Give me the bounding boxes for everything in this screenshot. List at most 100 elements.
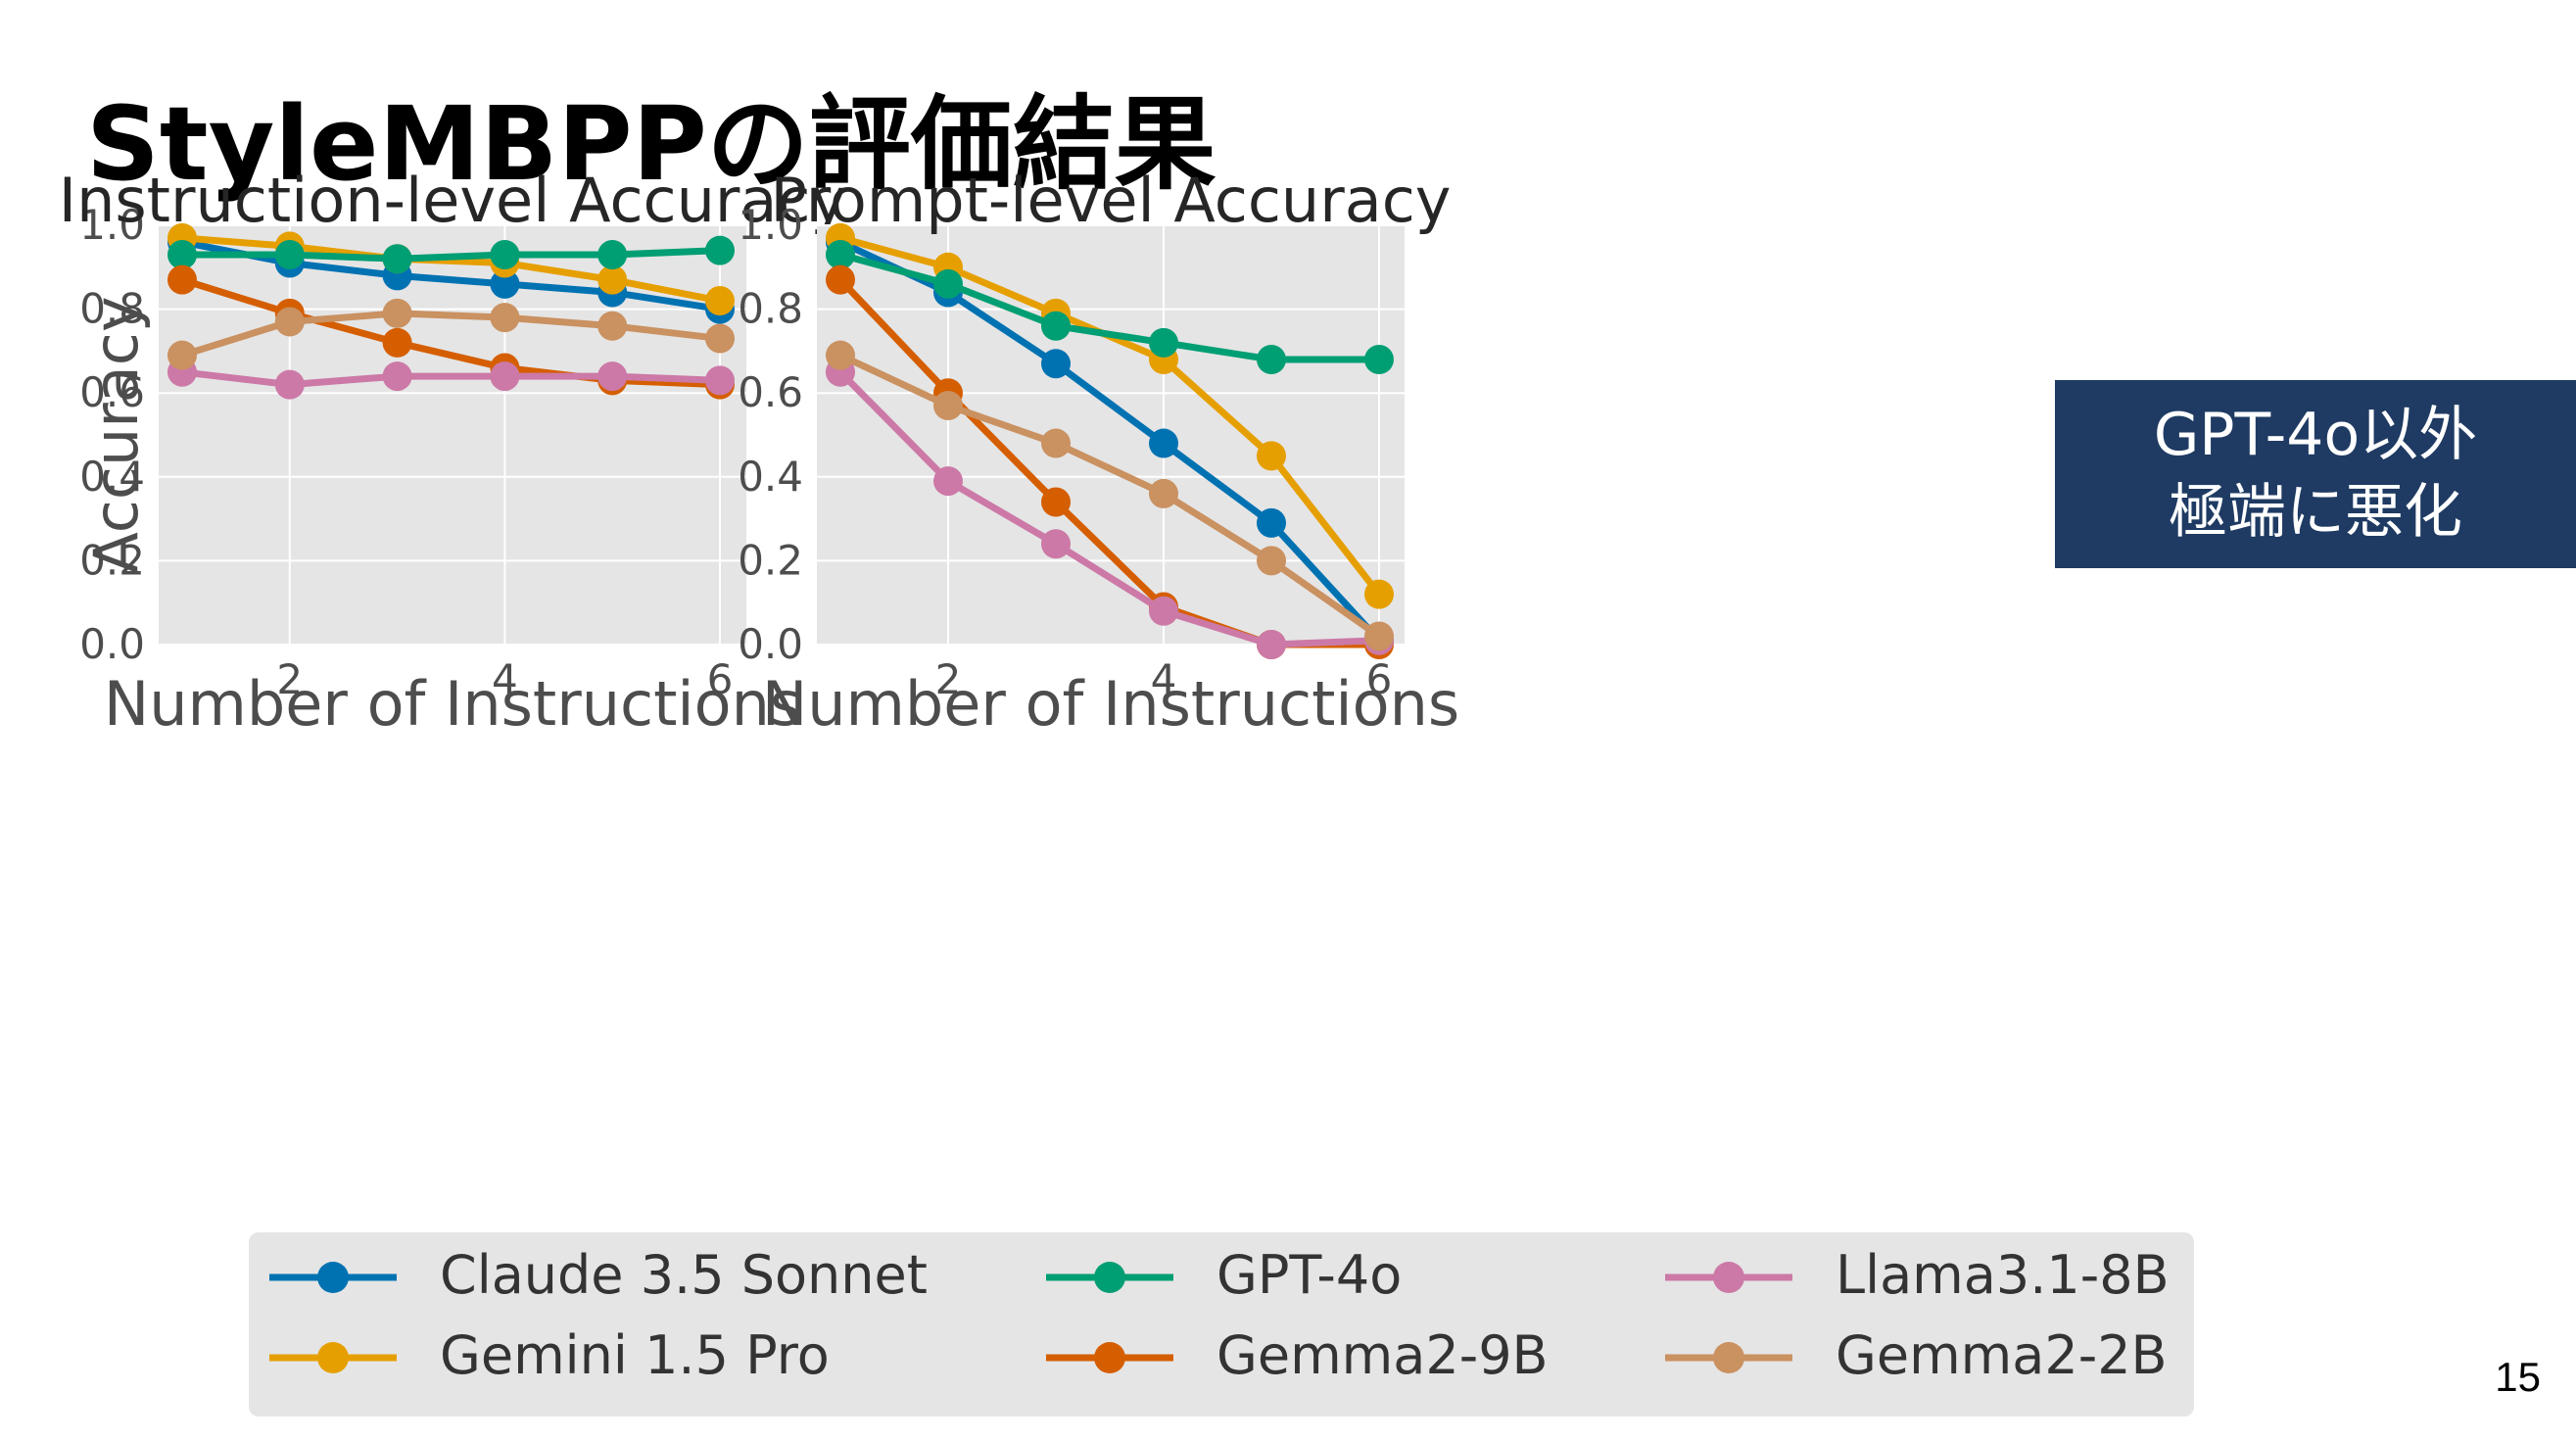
legend-label: Gemma2-9B (1216, 1324, 1549, 1386)
y-tick-label: 1.0 (738, 201, 803, 249)
y-tick-label: 0.4 (738, 453, 803, 501)
series-line (181, 368, 721, 389)
legend-marker (317, 1262, 349, 1293)
data-point (1149, 428, 1178, 458)
legend-entry: GPT-4o (1046, 1244, 1402, 1306)
data-point (1041, 349, 1071, 379)
legend: Claude 3.5 Sonnet GPT-4o Llama3.1-8B Gemini… (249, 1232, 2194, 1416)
data-point (1364, 621, 1394, 651)
legend-label: Gemma2-2B (1836, 1324, 2168, 1386)
legend-label: Llama3.1-8B (1836, 1244, 2170, 1306)
data-point (1364, 579, 1394, 609)
data-point (1257, 546, 1286, 576)
legend-entry: Llama3.1-8B (1665, 1244, 2170, 1306)
data-point (1257, 441, 1286, 471)
legend-label: Claude 3.5 Sonnet (440, 1244, 928, 1306)
data-point (1257, 507, 1286, 538)
y-axis-label: Accuracy (80, 296, 152, 573)
x-axis-label: Number of Instructions (762, 668, 1459, 740)
data-point (826, 264, 855, 295)
y-tick-label: 0.2 (738, 536, 803, 584)
data-point (705, 365, 735, 396)
data-point (382, 244, 412, 274)
data-point (490, 303, 520, 333)
legend-marker (1094, 1262, 1125, 1293)
legend-marker (1713, 1342, 1744, 1373)
data-point (705, 323, 735, 354)
chart-2: 0.0 0.2 0.4 0.6 0.8 1.0 2 4 6 Prompt-level Accura… (738, 165, 1459, 740)
data-point (597, 361, 628, 392)
data-point (490, 361, 520, 392)
data-point (490, 268, 520, 299)
data-point (597, 311, 628, 341)
legend-entry: Gemini 1.5 Pro (269, 1324, 830, 1386)
data-point (933, 466, 963, 497)
series-line (182, 247, 721, 263)
data-point (826, 239, 855, 269)
legend-entry: Claude 3.5 Sonnet (269, 1244, 928, 1306)
data-point (597, 264, 628, 295)
y-tick-label: 0.8 (738, 285, 803, 333)
legend-marker (1094, 1342, 1125, 1373)
data-point (826, 340, 855, 370)
legend-marker (1713, 1262, 1744, 1293)
x-tick-label: 4 (492, 655, 518, 703)
series-line (180, 276, 721, 389)
x-axis-label: Number of Instructions (104, 668, 801, 740)
data-point (1364, 344, 1394, 374)
slide-title: StyleMBPPの評価結果 (86, 84, 1216, 204)
series-line (839, 251, 1379, 363)
series-gpt-4o (167, 235, 735, 274)
data-point (1257, 344, 1286, 374)
chart-title: Instruction-level Accuracy (59, 165, 846, 236)
series-gpt-4o (826, 239, 1394, 374)
data-point (274, 369, 305, 400)
data-point (1149, 327, 1178, 358)
legend-label: Gemini 1.5 Pro (440, 1324, 830, 1386)
x-tick-label: 4 (1151, 655, 1177, 703)
chart-1: 0.0 0.2 0.4 0.6 0.8 1.0 2 4 6 Instruction-level A… (59, 165, 846, 740)
y-tick-label: 0.0 (79, 620, 145, 668)
x-tick-label: 6 (1366, 655, 1393, 703)
page-number: 15 (2495, 1354, 2541, 1400)
series-line (838, 352, 1382, 640)
y-tick-label: 0.0 (738, 620, 803, 668)
series-line (181, 238, 721, 313)
data-point (382, 361, 412, 392)
data-point (705, 235, 735, 265)
legend-entry: Gemma2-2B (1665, 1324, 2168, 1386)
y-tick-label: 0.8 (79, 285, 145, 333)
data-point (490, 239, 520, 269)
series-line (838, 238, 1382, 644)
x-tick-label: 2 (276, 655, 303, 703)
data-point (1149, 596, 1178, 626)
series-line (181, 234, 721, 305)
callout-box: GPT-4o以外 極端に悪化 (2055, 380, 2576, 568)
callout-line-1: GPT-4o以外 (2153, 400, 2478, 469)
data-point (933, 268, 963, 299)
data-point (1041, 428, 1071, 458)
data-point (382, 327, 412, 358)
data-point (167, 264, 197, 295)
data-point (167, 239, 197, 269)
callout-line-2: 極端に悪化 (2169, 478, 2462, 547)
y-tick-label: 0.4 (79, 453, 145, 501)
y-tick-label: 1.0 (79, 201, 145, 249)
legend-label: GPT-4o (1216, 1244, 1402, 1306)
x-tick-label: 6 (707, 655, 734, 703)
series-gemma2-2b (826, 340, 1394, 651)
data-point (933, 391, 963, 421)
data-point (1257, 630, 1286, 659)
y-tick-label: 0.6 (738, 368, 803, 416)
legend-marker (317, 1342, 349, 1373)
data-point (1149, 478, 1178, 508)
data-point (597, 239, 628, 269)
y-tick-label: 0.2 (79, 536, 145, 584)
data-point (274, 307, 305, 337)
data-point (1041, 487, 1071, 517)
data-point (1041, 311, 1071, 341)
data-point (382, 298, 412, 328)
data-point (705, 286, 735, 316)
series-line (837, 369, 1380, 648)
